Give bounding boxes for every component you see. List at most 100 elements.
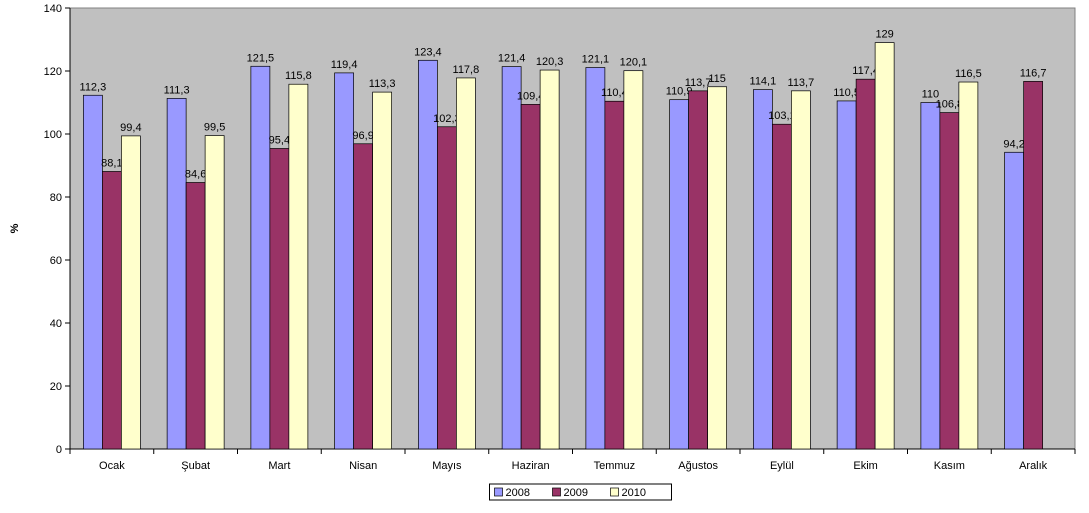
x-tick-label: Aralık — [1019, 460, 1048, 472]
y-tick-label: 120 — [44, 66, 62, 78]
data-label: 113,7 — [788, 77, 815, 89]
bar — [334, 72, 354, 450]
x-tick-label: Şubat — [181, 460, 210, 472]
data-label: 114,1 — [750, 76, 777, 88]
x-tick-label: Haziran — [512, 460, 550, 472]
bar — [102, 171, 122, 450]
bar — [772, 123, 792, 450]
data-label: 96,9 — [352, 130, 373, 142]
data-label: 113,3 — [369, 78, 396, 90]
data-label: 119,4 — [331, 59, 358, 71]
y-tick-label: 140 — [44, 3, 62, 15]
bar — [604, 100, 625, 450]
y-tick-label: 100 — [44, 129, 62, 141]
data-label: 102,3 — [433, 113, 461, 125]
data-label: 116,5 — [955, 68, 982, 80]
y-tick-label: 20 — [50, 381, 62, 393]
data-label: 110,9 — [666, 86, 693, 98]
bar — [250, 65, 271, 450]
data-label: 121,4 — [498, 53, 526, 65]
data-label: 103,1 — [768, 110, 796, 122]
bar — [874, 42, 895, 450]
data-label: 115 — [708, 73, 726, 85]
data-label: 113,7 — [685, 77, 712, 89]
bar — [353, 143, 373, 450]
x-tick-label: Ağustos — [678, 460, 718, 472]
bar — [939, 112, 960, 450]
data-label: 123,4 — [414, 46, 442, 58]
bar — [520, 104, 541, 450]
data-label: 121,1 — [582, 54, 610, 66]
y-tick-label: 80 — [50, 192, 62, 204]
legend-label: 2008 — [506, 487, 530, 499]
data-label: 117,4 — [852, 65, 879, 77]
data-label: 129 — [875, 29, 893, 41]
data-label: 112,3 — [80, 81, 107, 93]
legend-label: 2010 — [622, 487, 646, 499]
y-tick-label: 0 — [56, 444, 62, 456]
data-label: 117,8 — [453, 64, 480, 76]
legend-swatch — [494, 487, 503, 497]
data-label: 120,1 — [620, 57, 648, 69]
data-label: 110 — [922, 89, 940, 101]
x-tick-label: Mart — [268, 460, 290, 472]
bar — [83, 94, 103, 450]
bar — [437, 126, 457, 450]
plot-area — [69, 7, 1076, 450]
bar — [707, 86, 727, 450]
data-label: 115,8 — [285, 70, 312, 82]
bar — [288, 83, 309, 450]
data-label: 109,4 — [517, 90, 545, 102]
bar — [958, 81, 979, 450]
bar — [456, 77, 476, 450]
bar — [669, 99, 689, 450]
bar — [920, 102, 941, 450]
bar — [501, 66, 522, 450]
data-label: 106,8 — [936, 99, 964, 111]
data-label: 99,5 — [204, 122, 225, 134]
bar — [855, 78, 876, 450]
x-tick-label: Ocak — [99, 460, 125, 472]
bar — [269, 148, 290, 450]
y-axis-title: % — [9, 223, 21, 233]
data-label: 110,4 — [601, 87, 628, 99]
bar — [372, 91, 392, 450]
y-tick-label: 60 — [50, 255, 62, 267]
data-label: 84,6 — [185, 169, 206, 181]
bar — [204, 135, 225, 450]
bar — [1004, 151, 1024, 450]
bar — [585, 67, 606, 450]
bar — [836, 100, 857, 450]
bar — [753, 89, 773, 450]
bar — [166, 98, 187, 450]
data-label: 120,3 — [536, 56, 564, 68]
legend-swatch — [610, 487, 619, 497]
x-tick-label: Mayıs — [432, 460, 462, 472]
data-label: 111,3 — [164, 84, 190, 96]
x-tick-label: Kasım — [934, 460, 965, 472]
data-label: 116,7 — [1020, 67, 1047, 79]
data-label: 94,2 — [1003, 138, 1024, 150]
bar — [121, 135, 141, 450]
x-tick-label: Ekim — [853, 460, 877, 472]
bar — [688, 90, 708, 450]
bar — [791, 90, 811, 450]
y-tick-label: 40 — [50, 318, 62, 330]
legend-box — [489, 483, 672, 501]
bar — [539, 69, 560, 450]
bar — [1023, 81, 1043, 450]
x-tick-label: Nisan — [349, 460, 377, 472]
data-label: 99,4 — [120, 122, 141, 134]
data-label: 121,5 — [247, 52, 275, 64]
x-tick-label: Temmuz — [594, 460, 636, 472]
legend-swatch — [552, 487, 561, 497]
data-label: 95,4 — [269, 134, 290, 146]
data-label: 110,5 — [833, 87, 860, 99]
legend-label: 2009 — [564, 487, 588, 499]
bar — [185, 182, 206, 450]
bar — [623, 70, 644, 450]
data-label: 88,1 — [101, 157, 122, 169]
x-tick-label: Eylül — [770, 460, 794, 472]
